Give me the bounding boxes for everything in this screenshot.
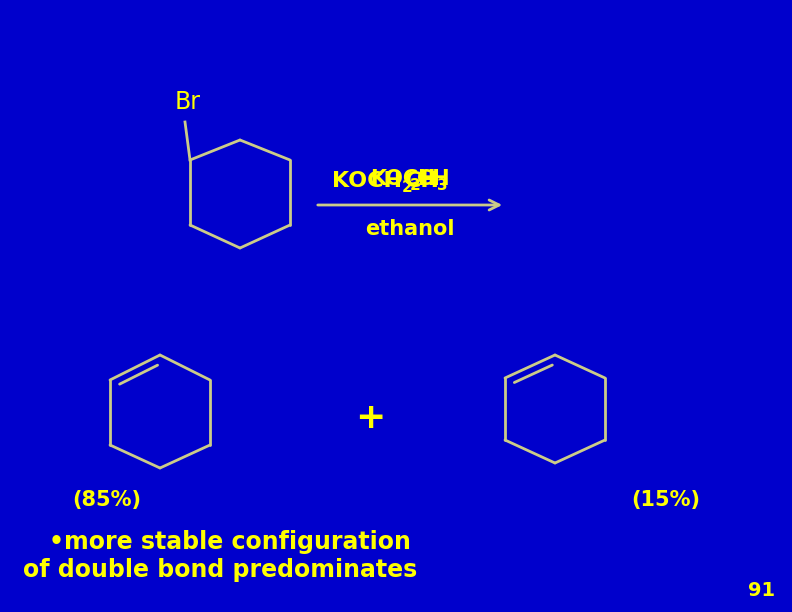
Text: 91: 91: [748, 581, 775, 600]
Text: CH: CH: [417, 169, 450, 189]
Text: of double bond predominates: of double bond predominates: [23, 558, 417, 582]
Text: (85%): (85%): [72, 490, 141, 510]
Text: +: +: [355, 401, 385, 435]
Text: •more stable configuration: •more stable configuration: [49, 530, 411, 554]
Text: 3: 3: [437, 178, 447, 193]
Text: Br: Br: [175, 90, 201, 114]
Text: 2: 2: [402, 180, 413, 195]
Text: 2: 2: [410, 178, 421, 193]
Text: CH: CH: [405, 171, 440, 191]
Text: KOCH: KOCH: [370, 169, 436, 189]
Text: KOCH: KOCH: [332, 171, 402, 191]
Text: ethanol: ethanol: [365, 219, 455, 239]
Text: (15%): (15%): [631, 490, 700, 510]
